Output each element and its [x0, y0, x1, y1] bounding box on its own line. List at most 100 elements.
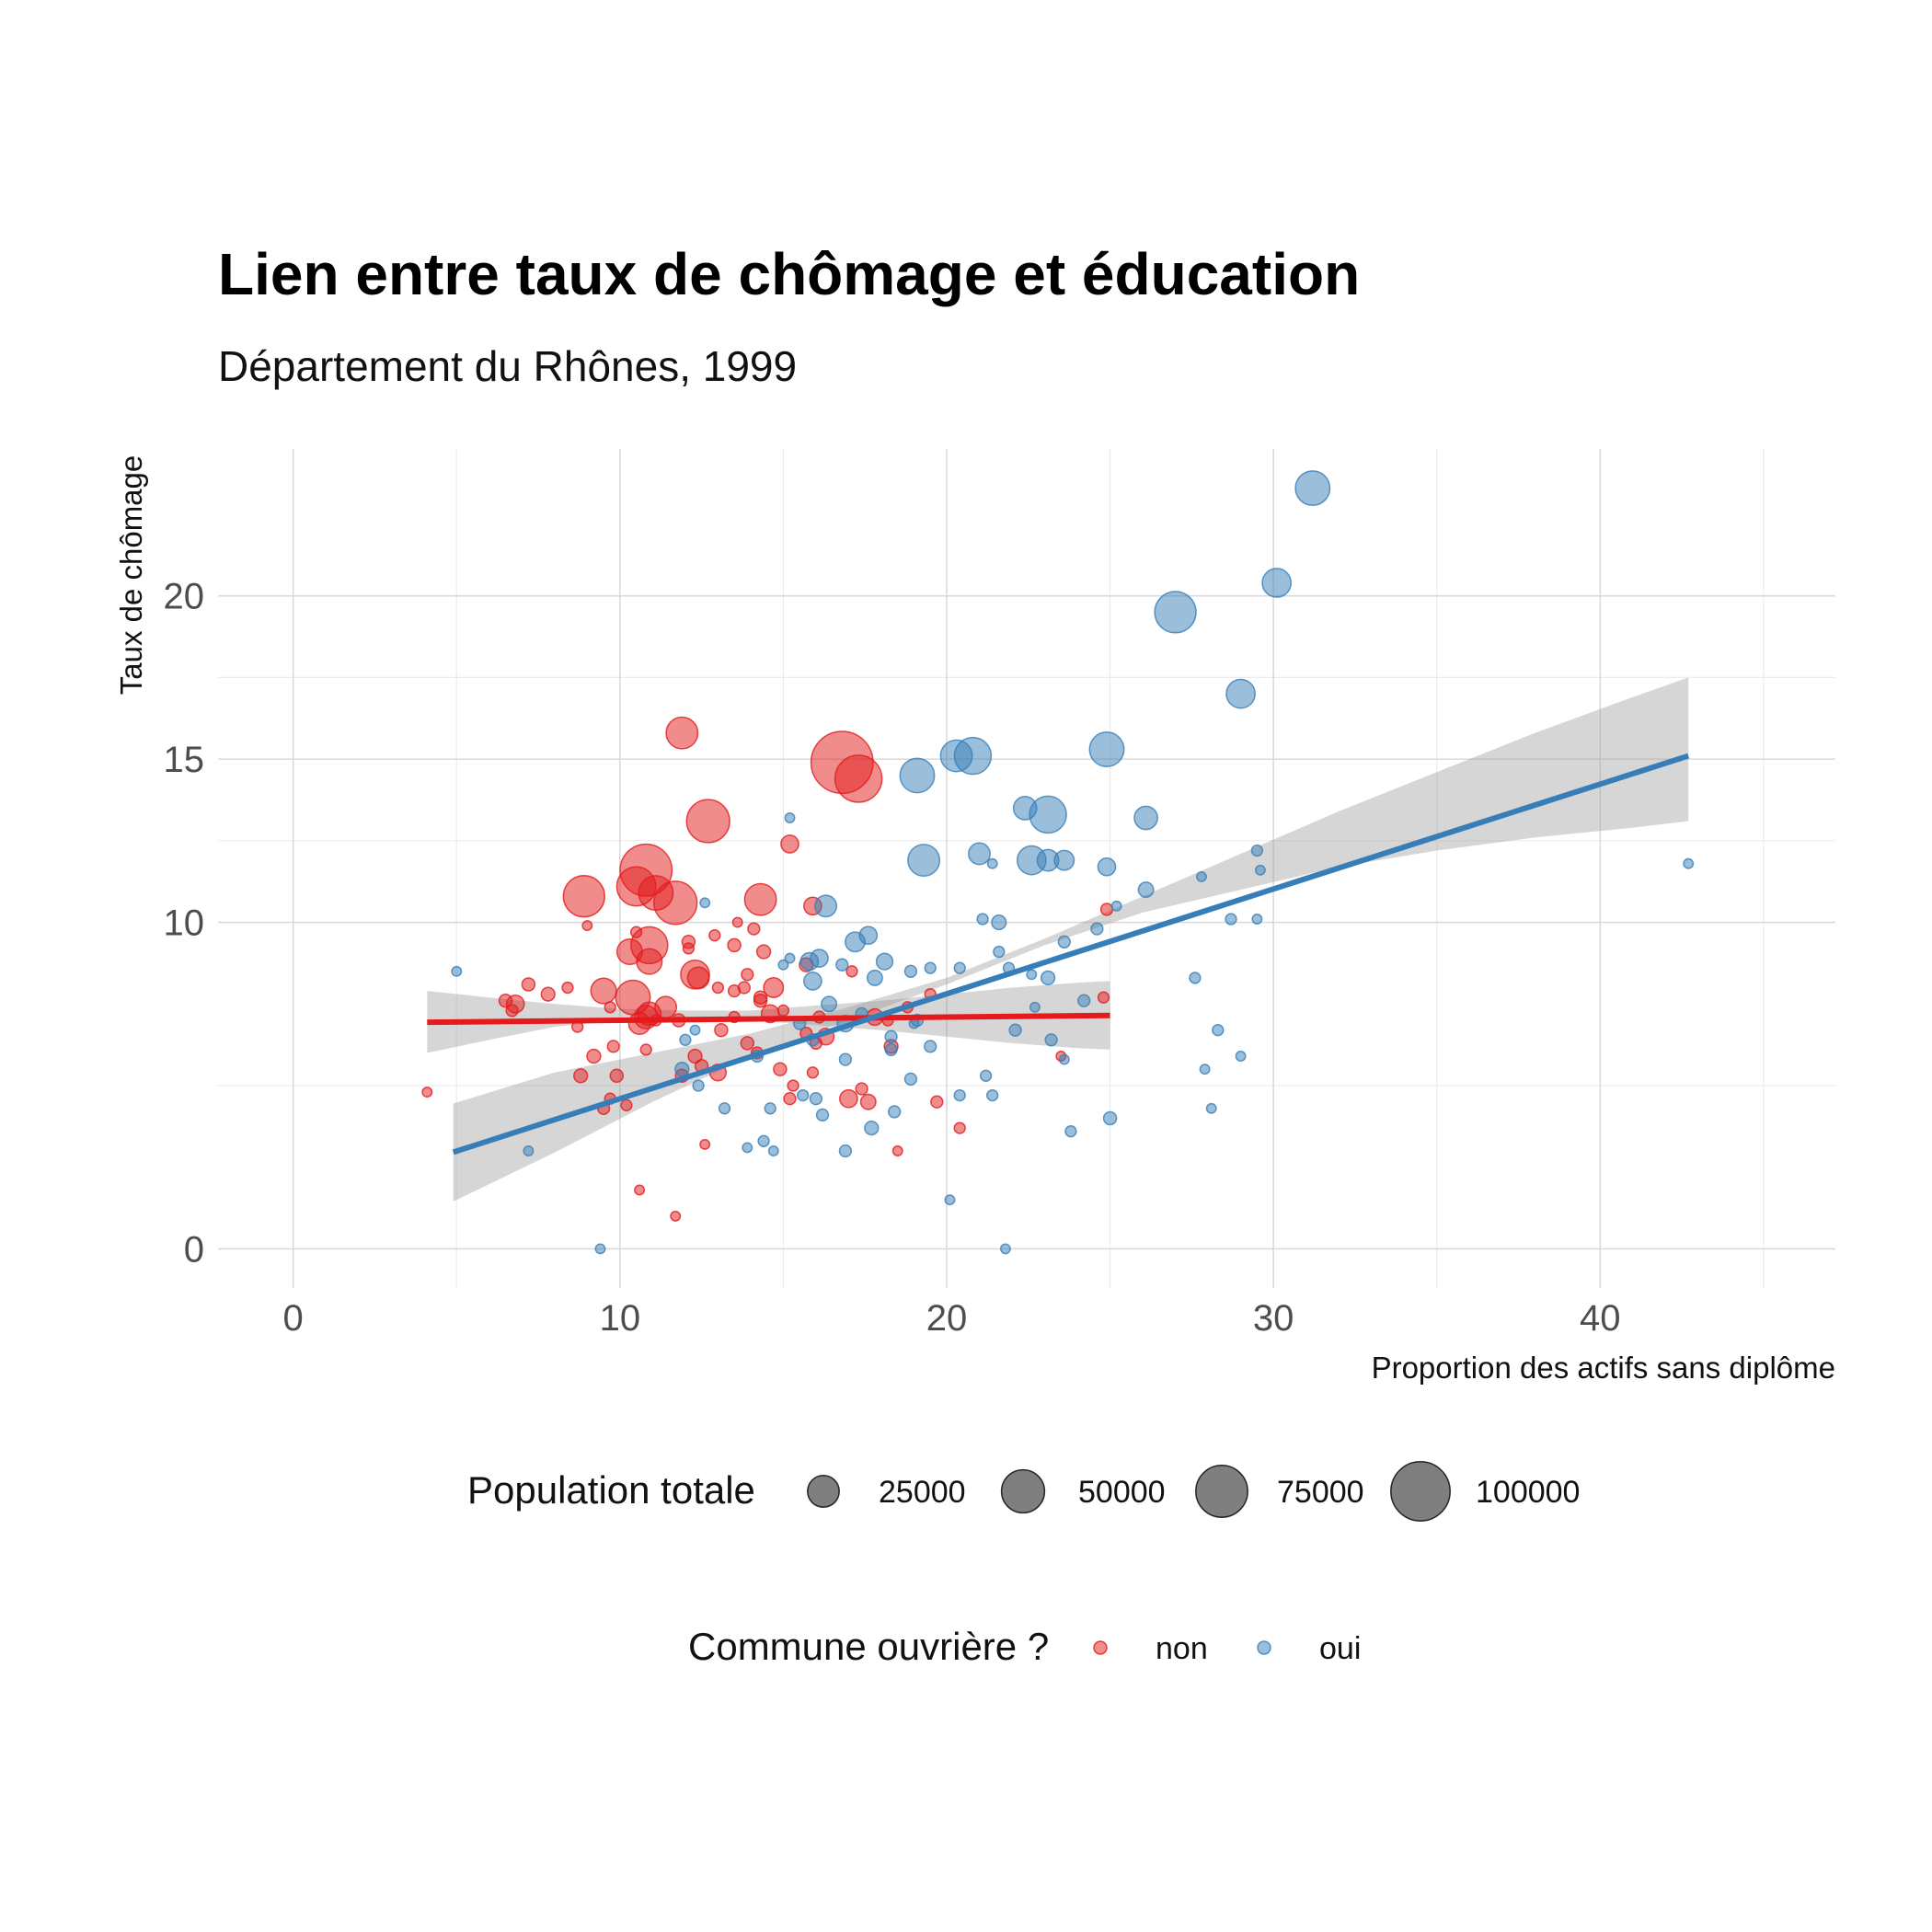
point-oui	[838, 1144, 853, 1158]
point-non	[743, 882, 777, 916]
point-oui	[777, 959, 789, 971]
point-oui	[864, 1120, 880, 1136]
x-axis-label: Proportion des actifs sans diplôme	[1372, 1351, 1835, 1385]
legend-population: Population totale 25000 50000 75000 100000	[467, 1461, 1580, 1522]
point-non	[540, 986, 556, 1002]
fit-lines	[427, 753, 1690, 1156]
point-non	[636, 948, 663, 975]
point-oui	[884, 1042, 898, 1057]
point-oui	[803, 972, 822, 991]
point-oui	[594, 1243, 606, 1255]
legend-size-label: 25000	[879, 1475, 966, 1510]
point-oui	[944, 1194, 956, 1206]
point-oui	[815, 1108, 830, 1122]
point-oui	[1189, 972, 1202, 984]
point-non	[753, 990, 768, 1005]
point-non	[755, 944, 772, 960]
point-oui	[764, 1102, 776, 1115]
point-non	[562, 875, 605, 918]
y-tick-label: 10	[164, 903, 205, 944]
point-oui	[1196, 870, 1207, 882]
point-non	[859, 1093, 877, 1110]
point-non	[727, 937, 742, 953]
point-oui	[1225, 678, 1256, 709]
point-oui	[968, 842, 991, 866]
point-oui	[884, 1029, 898, 1043]
point-non	[763, 977, 785, 998]
point-oui	[924, 1040, 937, 1053]
point-oui	[835, 958, 849, 972]
point-oui	[866, 969, 883, 986]
point-non	[620, 1098, 633, 1111]
point-non	[773, 1062, 788, 1076]
point-oui	[1250, 844, 1264, 857]
fit-line-non	[427, 1012, 1110, 1026]
chart-subtitle: Département du Rhônes, 1999	[218, 342, 797, 390]
point-oui	[858, 926, 879, 946]
point-oui	[1235, 1051, 1247, 1062]
fit-line-oui	[452, 753, 1690, 1156]
point-oui	[1254, 864, 1266, 876]
point-oui	[1029, 1001, 1041, 1013]
chart-title: Lien entre taux de chômage et éducation	[218, 241, 1360, 307]
point-oui	[903, 1072, 918, 1087]
point-oui	[1090, 922, 1104, 936]
point-oui	[692, 1079, 705, 1092]
point-non	[421, 1087, 433, 1098]
point-oui	[814, 894, 838, 918]
point-oui	[1012, 796, 1038, 821]
point-non	[780, 834, 799, 854]
point-non	[731, 916, 743, 928]
point-non	[665, 716, 699, 750]
point-oui	[523, 1145, 535, 1156]
point-non	[699, 1138, 711, 1150]
legend-size-key	[1390, 1461, 1451, 1522]
point-oui	[674, 1062, 690, 1077]
point-oui	[907, 844, 941, 878]
point-oui	[451, 965, 463, 977]
legend-size-key	[807, 1475, 840, 1508]
point-non	[741, 968, 754, 982]
point-non	[834, 754, 883, 803]
point-non	[521, 977, 536, 992]
point-non	[638, 875, 674, 912]
point-oui	[1044, 1033, 1058, 1047]
point-oui	[953, 961, 966, 974]
point-non	[573, 1068, 589, 1084]
point-oui	[821, 995, 838, 1013]
point-oui	[1097, 857, 1117, 877]
point-oui	[1057, 935, 1071, 949]
point-oui	[976, 913, 989, 926]
point-non	[634, 1184, 646, 1196]
legend-color-label-oui: oui	[1319, 1631, 1361, 1666]
y-axis-label: Taux de chômage	[114, 455, 148, 696]
point-oui	[1053, 849, 1075, 871]
point-non	[855, 1082, 868, 1096]
point-oui	[1205, 1102, 1217, 1114]
point-oui	[979, 1069, 993, 1082]
point-oui	[991, 914, 1007, 931]
point-oui	[1251, 914, 1263, 925]
point-oui	[1102, 1110, 1118, 1126]
point-oui	[939, 739, 973, 773]
point-non	[953, 1121, 966, 1134]
point-non	[787, 1079, 799, 1092]
point-non	[714, 1022, 729, 1038]
point-non	[606, 1040, 620, 1053]
point-non	[806, 1066, 820, 1079]
point-oui	[1199, 1064, 1211, 1075]
x-axis-ticks: 0 10 20 30 40	[283, 1298, 1621, 1339]
point-oui	[1294, 470, 1331, 507]
x-tick-label: 20	[926, 1298, 968, 1339]
point-non	[839, 1088, 858, 1109]
point-oui	[986, 857, 998, 869]
legend-commune-title: Commune ouvrière ?	[688, 1625, 1049, 1668]
point-non	[708, 929, 721, 942]
legend-color-key-oui	[1257, 1640, 1271, 1655]
y-tick-label: 0	[184, 1229, 204, 1270]
point-non	[682, 942, 696, 955]
point-non	[581, 920, 593, 932]
point-non	[845, 965, 858, 978]
point-oui	[1225, 913, 1237, 926]
